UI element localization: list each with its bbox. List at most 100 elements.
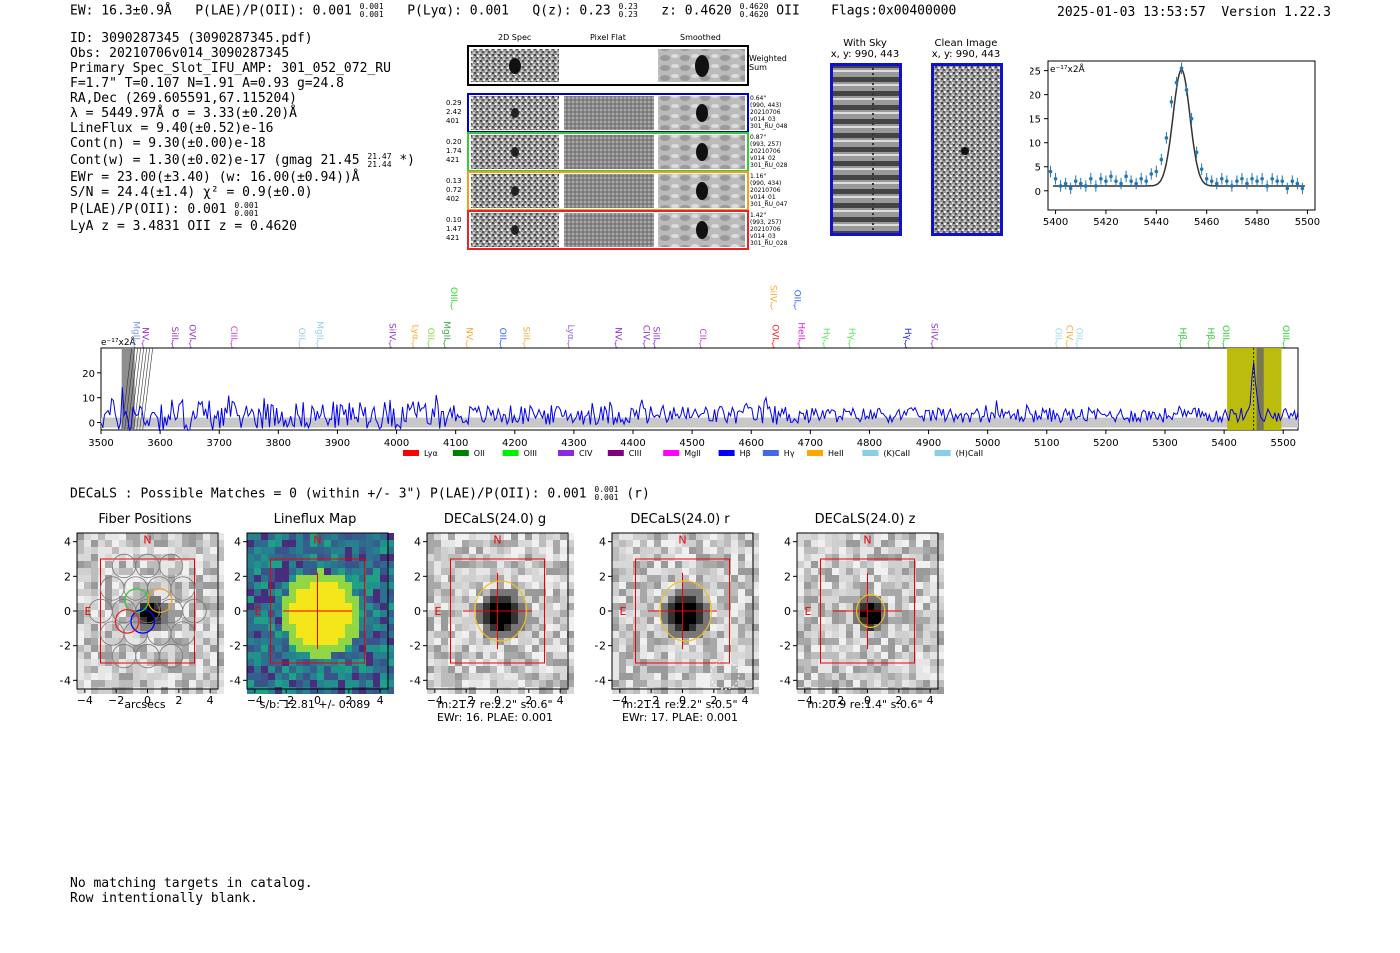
image-pixel: [696, 540, 703, 547]
line-marker-brace: {: [792, 301, 797, 310]
x-tick-label: −4: [427, 694, 443, 707]
image-pixel: [126, 610, 133, 617]
x-tick-label: 4200: [502, 438, 527, 449]
image-pixel: [567, 631, 574, 638]
image-pixel: [689, 673, 696, 680]
image-pixel: [804, 652, 811, 659]
data-point: [1270, 176, 1274, 181]
image-pixel: [366, 666, 373, 673]
image-pixel: [860, 540, 867, 547]
image-pixel: [661, 540, 668, 547]
image-pixel: [860, 617, 867, 624]
image-pixel: [731, 666, 738, 673]
line-marker-label: Lyα: [410, 325, 420, 341]
image-pixel: [553, 624, 560, 631]
image-pixel: [331, 533, 338, 540]
image-pixel: [902, 575, 909, 582]
image-pixel: [689, 680, 696, 687]
image-pixel: [247, 666, 254, 673]
footer-line2: Row intentionally blank.: [70, 891, 258, 906]
decals-end: (r): [626, 486, 650, 502]
image-pixel: [268, 610, 275, 617]
image-pixel: [696, 617, 703, 624]
image-pixel: [217, 652, 224, 659]
image-pixel: [811, 589, 818, 596]
image-pixel: [345, 624, 352, 631]
image-pixel: [668, 610, 675, 617]
cutout-caption: m:21.7 re:2.2" s:0.6": [437, 698, 553, 711]
image-pixel: [633, 617, 640, 624]
image-pixel: [811, 582, 818, 589]
image-pixel: [916, 568, 923, 575]
image-pixel: [532, 596, 539, 603]
image-pixel: [797, 631, 804, 638]
image-pixel: [366, 687, 373, 694]
image-pixel: [916, 603, 923, 610]
image-pixel: [560, 645, 567, 652]
spec-row-smoothed-blob: [696, 104, 708, 122]
image-pixel: [640, 540, 647, 547]
image-pixel: [923, 582, 930, 589]
image-pixel: [247, 575, 254, 582]
x-tick-label: 0: [144, 694, 151, 707]
y-tick-label: 4: [414, 536, 421, 549]
data-point: [1295, 181, 1300, 186]
image-pixel: [282, 596, 289, 603]
image-pixel: [175, 533, 182, 540]
image-pixel: [797, 645, 804, 652]
image-pixel: [455, 631, 462, 638]
image-pixel: [317, 603, 324, 610]
image-pixel: [525, 554, 532, 561]
image-pixel: [511, 645, 518, 652]
image-pixel: [654, 568, 661, 575]
image-pixel: [668, 652, 675, 659]
line-marker-brace: {: [1064, 339, 1069, 348]
image-pixel: [455, 638, 462, 645]
image-pixel: [331, 554, 338, 561]
image-pixel: [140, 561, 147, 568]
image-pixel: [738, 645, 745, 652]
image-pixel: [504, 666, 511, 673]
image-pixel: [818, 673, 825, 680]
image-pixel: [923, 659, 930, 666]
image-pixel: [448, 589, 455, 596]
image-pixel: [811, 596, 818, 603]
image-pixel: [268, 638, 275, 645]
image-pixel: [345, 645, 352, 652]
image-pixel: [91, 680, 98, 687]
image-pixel: [909, 617, 916, 624]
spec-row-right-value: 1.16": [750, 173, 767, 180]
image-pixel: [345, 638, 352, 645]
image-pixel: [373, 687, 380, 694]
image-pixel: [647, 596, 654, 603]
image-pixel: [619, 547, 626, 554]
image-pixel: [380, 638, 387, 645]
image-pixel: [476, 666, 483, 673]
image-pixel: [731, 568, 738, 575]
line-marker-label: OIII: [448, 287, 458, 302]
image-pixel: [275, 631, 282, 638]
image-pixel: [275, 533, 282, 540]
image-pixel: [745, 617, 752, 624]
image-pixel: [434, 533, 441, 540]
image-pixel: [874, 596, 881, 603]
image-pixel: [161, 610, 168, 617]
image-pixel: [738, 554, 745, 561]
line-marker-brace: {: [847, 339, 852, 348]
image-pixel: [902, 603, 909, 610]
image-pixel: [483, 631, 490, 638]
image-pixel: [895, 561, 902, 568]
image-pixel: [504, 582, 511, 589]
image-pixel: [811, 610, 818, 617]
image-pixel: [696, 547, 703, 554]
image-pixel: [154, 617, 161, 624]
image-pixel: [168, 533, 175, 540]
image-pixel: [366, 554, 373, 561]
image-pixel: [483, 617, 490, 624]
image-pixel: [532, 666, 539, 673]
image-pixel: [937, 575, 944, 582]
image-pixel: [497, 554, 504, 561]
image-pixel: [874, 687, 881, 694]
image-pixel: [77, 575, 84, 582]
x-tick-label: 4: [207, 694, 214, 707]
